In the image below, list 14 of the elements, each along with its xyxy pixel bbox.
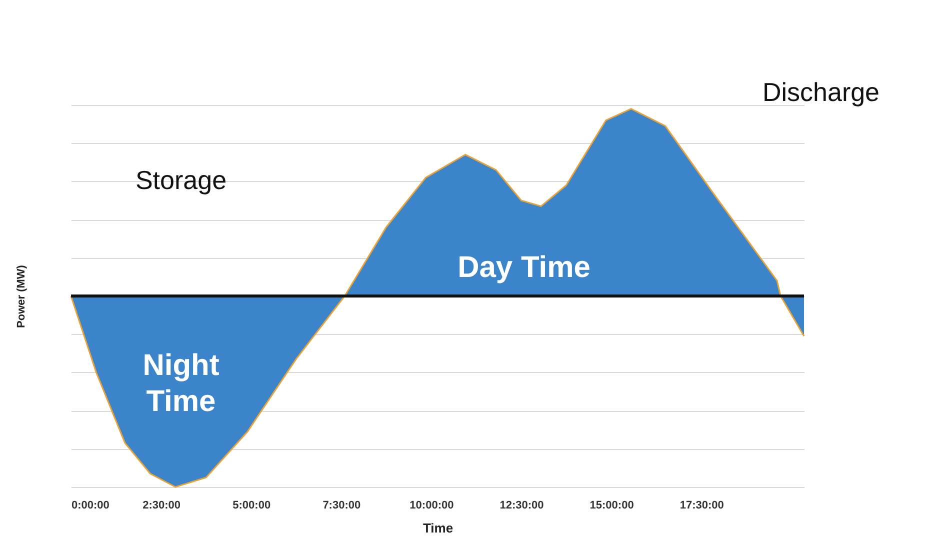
x-tick-label: 15:00:00 (590, 500, 634, 512)
annotation: Storage (135, 165, 227, 195)
text: Discharge (762, 77, 880, 107)
x-tick-label: 17:30:00 (680, 500, 724, 512)
x-tick-label: 5:00:00 (232, 500, 271, 512)
x-tick-label: 10:00:00 (410, 500, 454, 512)
y-axis-title: Power (MW) (16, 264, 28, 328)
x-tick-label: 12:30:00 (500, 500, 544, 512)
annotation: Night Time (142, 349, 220, 418)
x-axis-title: Time (422, 520, 454, 536)
x-tick-label: 7:30:00 (322, 500, 361, 512)
annotation: Day Time (458, 251, 590, 284)
x-tick-label: 2:30:00 (142, 500, 181, 512)
x-tick-label: 0:00:00 (72, 500, 110, 512)
